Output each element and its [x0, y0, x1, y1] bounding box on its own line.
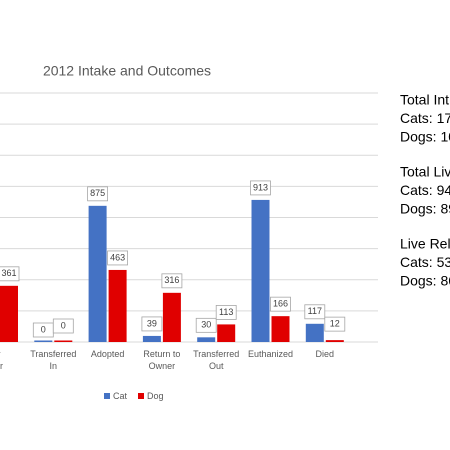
legend-swatch [138, 393, 144, 399]
legend-label: Cat [113, 391, 128, 401]
value-label: 875 [90, 188, 105, 198]
x-tick-label: Euthanized [248, 349, 293, 359]
x-tick-label-line: Died [316, 349, 335, 359]
value-label-box [87, 186, 108, 202]
bar [142, 335, 161, 342]
value-label: 463 [110, 252, 125, 262]
bar [34, 340, 53, 342]
value-label-box [107, 250, 128, 266]
bar [197, 337, 216, 342]
bar [108, 269, 127, 342]
value-label-box [0, 266, 20, 282]
value-label: 12 [330, 319, 340, 329]
bar [0, 285, 18, 342]
side-text: Live Rele [400, 236, 450, 252]
side-text: Dogs: 89 [400, 201, 450, 217]
bar [88, 205, 107, 342]
legend-label: Dog [147, 391, 164, 401]
side-text: Cats: 94 [400, 182, 450, 198]
value-label-box [141, 316, 163, 332]
value-label: 361 [1, 268, 16, 278]
value-label: 117 [308, 306, 322, 316]
bar [305, 323, 324, 342]
x-tick-label: r er [0, 349, 3, 371]
x-tick-label: Transferred Out [193, 349, 239, 371]
x-tick-label-line: r [0, 349, 1, 359]
side-text: Dogs: 86 [400, 273, 450, 289]
x-tick-label-line: er [0, 361, 3, 371]
bar [271, 316, 290, 342]
x-tick-label-line: Return to [143, 349, 180, 359]
value-label: 0 [41, 324, 46, 334]
x-tick-label-line: In [50, 361, 58, 371]
x-tick-label-line: Adopted [91, 349, 125, 359]
x-tick-label-line: Out [209, 361, 224, 371]
value-label-box [304, 304, 326, 320]
side-text: Cats: 17 [400, 110, 450, 126]
x-tick-label: Transferred In [30, 349, 76, 371]
side-text: Total Liv [400, 164, 450, 180]
value-label: 0 [61, 320, 66, 330]
x-tick-label: Adopted [91, 349, 125, 359]
x-tick-label: Return to Owner [143, 349, 180, 371]
bar [217, 324, 236, 342]
chart-title: 2012 Intake and Outcomes [43, 63, 211, 79]
side-text: Cats: 53 [400, 254, 450, 270]
value-label: 316 [164, 275, 179, 285]
x-tick-label-line: Owner [149, 361, 176, 371]
x-tick-label-line: Transferred [193, 349, 239, 359]
x-tick-label: Died [316, 349, 335, 359]
bar [54, 340, 73, 342]
bar [325, 340, 344, 342]
value-label: 30 [201, 320, 211, 330]
value-label-box [324, 316, 346, 332]
value-label: 113 [219, 307, 233, 317]
value-label-box [161, 273, 183, 289]
bar [251, 199, 270, 342]
value-label-box [250, 180, 271, 196]
value-label: 39 [147, 318, 157, 328]
value-label-box [195, 317, 217, 333]
legend-swatch [104, 393, 110, 399]
value-label-box [215, 305, 237, 320]
bar [162, 292, 181, 342]
value-label: 913 [253, 182, 268, 192]
side-text: Dogs: 10 [400, 129, 450, 145]
value-label-box [52, 318, 74, 334]
x-tick-label-line: Euthanized [248, 349, 293, 359]
value-label-box [270, 296, 291, 312]
side-text: Total Int [400, 92, 449, 108]
value-label: 166 [273, 299, 288, 309]
x-tick-label-line: Transferred [30, 349, 76, 359]
